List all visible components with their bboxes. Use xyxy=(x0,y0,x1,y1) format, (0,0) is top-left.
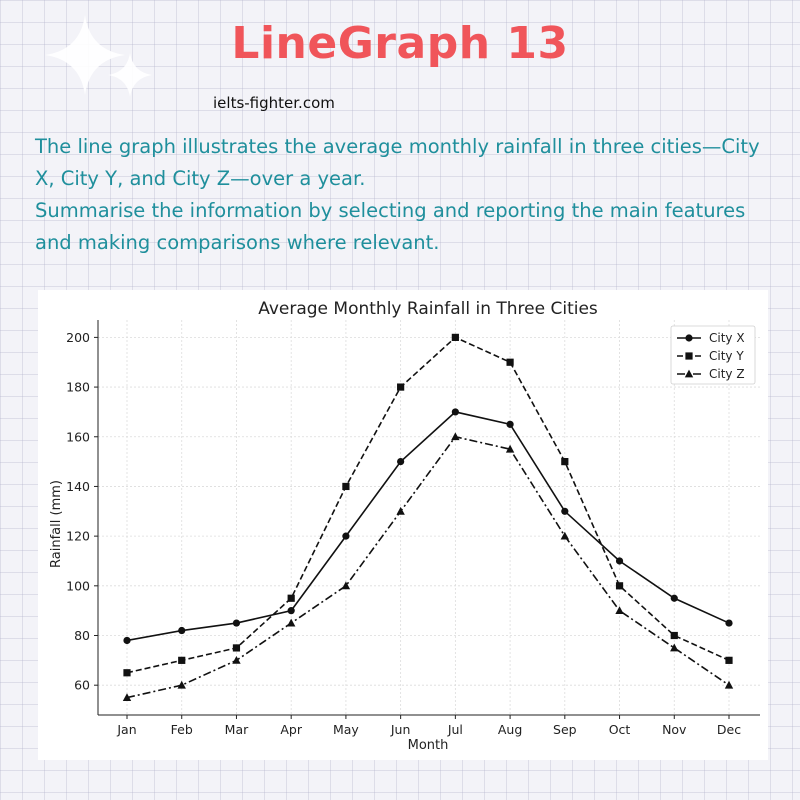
legend-label: City Y xyxy=(709,349,744,363)
data-point xyxy=(232,644,241,652)
prompt-line-1: The line graph illustrates the average m… xyxy=(35,135,760,190)
data-point xyxy=(670,594,678,602)
data-point xyxy=(561,507,569,515)
sparkle-icon xyxy=(108,53,152,97)
legend: City X City Y City Z xyxy=(670,325,756,385)
x-tick-label: Feb xyxy=(171,722,193,737)
data-point xyxy=(615,582,624,590)
data-point xyxy=(341,581,351,590)
prompt-line-2: Summarise the information by selecting a… xyxy=(35,199,746,254)
data-point xyxy=(724,680,734,689)
data-point xyxy=(451,408,459,416)
y-tick-label: 140 xyxy=(66,479,90,494)
axes: 60 80 100 120 140 160 180 200 Jan Feb Mar Apr May Jun… xyxy=(66,320,760,737)
data-point xyxy=(505,444,515,453)
chart-title: Average Monthly Rainfall in Three Cities xyxy=(258,299,598,319)
y-tick-label: 160 xyxy=(66,429,90,444)
data-point xyxy=(615,606,624,615)
data-point xyxy=(287,594,295,602)
x-tick-label: Dec xyxy=(717,722,741,737)
page-title: LineGraph 13 xyxy=(231,18,569,69)
data-point xyxy=(287,607,295,615)
data-point xyxy=(286,618,296,627)
x-tick-label: Jan xyxy=(116,722,136,737)
y-tick-label: 100 xyxy=(66,578,90,593)
x-axis-label: Month xyxy=(408,738,449,753)
y-tick-label: 200 xyxy=(66,330,90,345)
data-point xyxy=(451,432,460,441)
data-point xyxy=(397,383,405,391)
series-city-z xyxy=(122,432,734,702)
data-point xyxy=(178,626,186,635)
legend-label: City X xyxy=(709,331,745,345)
grid-lines xyxy=(98,320,760,715)
x-tick-label: Sep xyxy=(553,722,577,737)
series-line xyxy=(126,411,730,642)
series-line xyxy=(126,336,730,674)
x-tick-label: Nov xyxy=(662,722,687,737)
x-tick-label: Apr xyxy=(280,722,302,737)
data-point xyxy=(451,333,459,341)
legend-label: City Z xyxy=(709,367,745,381)
data-point xyxy=(725,619,733,627)
data-point xyxy=(561,458,569,466)
rainfall-line-chart: Average Monthly Rainfall in Three Cities… xyxy=(49,299,760,753)
x-tick-label: Oct xyxy=(609,722,631,737)
data-point xyxy=(615,557,624,565)
y-tick-label: 120 xyxy=(66,529,90,544)
y-axis-label: Rainfall (mm) xyxy=(49,480,64,568)
data-point xyxy=(122,693,132,702)
data-point xyxy=(670,631,678,640)
x-tick-label: Aug xyxy=(498,722,522,737)
data-point xyxy=(725,656,733,664)
data-point xyxy=(506,420,514,428)
y-tick-label: 180 xyxy=(66,380,90,395)
data-point xyxy=(342,482,350,491)
x-tick-label: Jul xyxy=(447,722,463,737)
data-point xyxy=(123,669,131,677)
data-point xyxy=(342,532,350,540)
chart-card: Average Monthly Rainfall in Three Cities… xyxy=(38,290,768,760)
series-city-y xyxy=(123,333,733,677)
x-tick-label: May xyxy=(333,722,359,737)
data-point xyxy=(232,655,241,664)
x-tick-label: Mar xyxy=(225,722,249,737)
series-lines xyxy=(122,333,734,702)
data-point xyxy=(506,358,514,366)
data-point xyxy=(123,636,131,645)
legend-marker xyxy=(684,369,694,378)
data-point xyxy=(396,506,405,515)
series-line xyxy=(126,435,730,699)
data-point xyxy=(232,619,241,627)
y-tick-label: 60 xyxy=(74,678,90,693)
data-point xyxy=(397,458,405,466)
data-point xyxy=(560,531,570,540)
legend-box xyxy=(670,325,756,385)
sparkle-icon xyxy=(45,15,125,95)
legend-marker xyxy=(685,334,693,342)
y-tick-label: 80 xyxy=(74,628,90,643)
data-point xyxy=(177,680,186,689)
x-tick-label: Jun xyxy=(390,722,411,737)
legend-marker xyxy=(685,352,693,360)
site-label: ielts-fighter.com xyxy=(213,94,335,112)
task-prompt: The line graph illustrates the average m… xyxy=(35,131,785,259)
data-point xyxy=(178,656,186,664)
series-city-x xyxy=(123,408,733,645)
data-point xyxy=(670,643,679,652)
